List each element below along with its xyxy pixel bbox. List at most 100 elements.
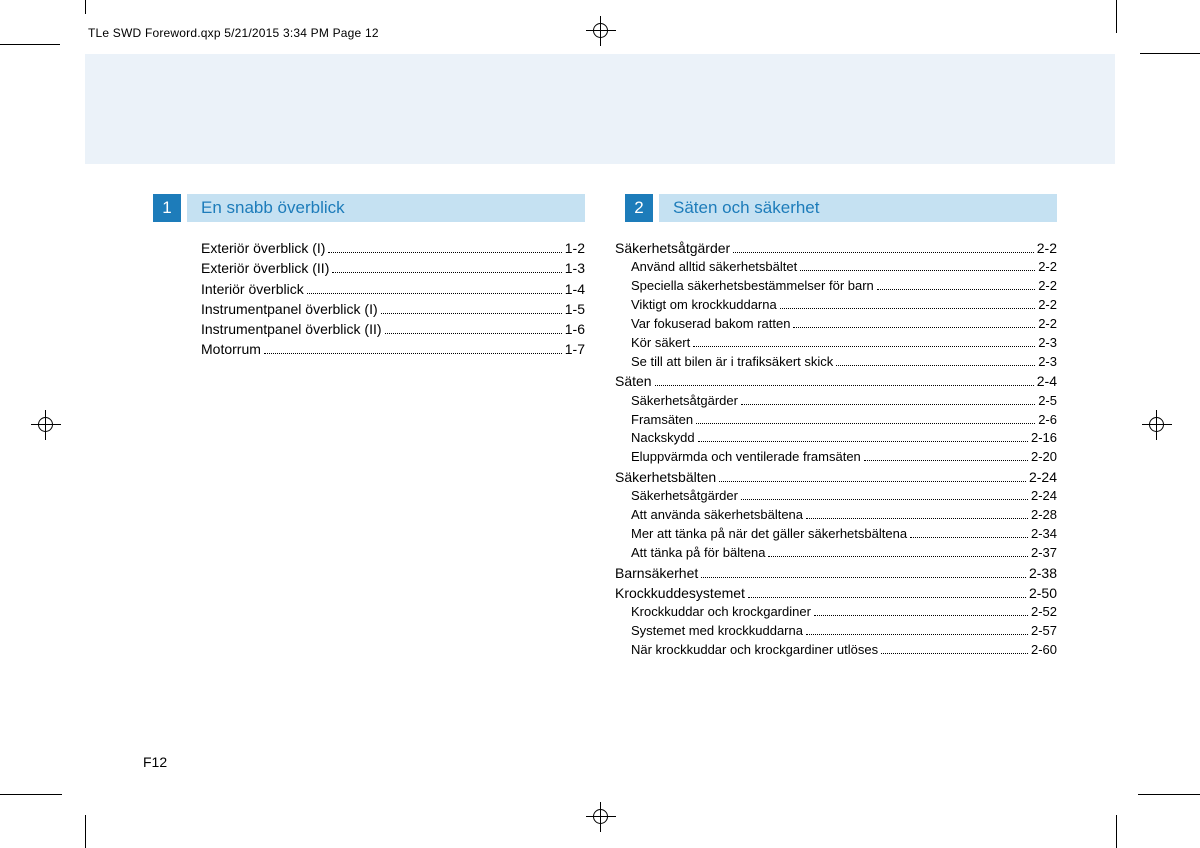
toc-entry-label: Motorrum — [201, 339, 261, 359]
toc-entry-label: Exteriör överblick (I) — [201, 238, 325, 258]
chapter-number-badge: 1 — [153, 194, 181, 222]
toc-entry: Interiör överblick 1-4 — [201, 279, 585, 299]
toc-entry: Instrumentpanel överblick (II) 1-6 — [201, 319, 585, 339]
toc-leader-dots — [836, 365, 1035, 366]
toc-entry: Var fokuserad bakom ratten 2-2 — [615, 315, 1057, 334]
toc-entry-label: Säkerhetsbälten — [615, 467, 716, 487]
toc-columns: 1 En snabb överblick Exteriör överblick … — [85, 164, 1115, 660]
toc-entry: Framsäten 2-6 — [615, 411, 1057, 430]
toc-entry-page: 2-38 — [1029, 563, 1057, 583]
toc-entry: Säkerhetsbälten 2-24 — [615, 467, 1057, 487]
toc-leader-dots — [780, 308, 1035, 309]
toc-entry: Motorrum 1-7 — [201, 339, 585, 359]
toc-entry-page: 1-2 — [565, 238, 585, 258]
registration-mark — [586, 802, 616, 832]
toc-leader-dots — [806, 634, 1028, 635]
toc-entry-page: 2-50 — [1029, 583, 1057, 603]
chapter-title: Säten och säkerhet — [659, 194, 1057, 222]
toc-entry-label: Var fokuserad bakom ratten — [631, 315, 790, 334]
toc-entry-page: 2-3 — [1038, 353, 1057, 372]
toc-entry-label: Kör säkert — [631, 334, 690, 353]
toc-leader-dots — [307, 293, 562, 294]
crop-mark — [1138, 794, 1200, 795]
toc-leader-dots — [877, 289, 1035, 290]
toc-entry: Mer att tänka på när det gäller säkerhet… — [615, 525, 1057, 544]
toc-leader-dots — [748, 597, 1026, 598]
toc-entry: Säkerhetsåtgärder 2-2 — [615, 238, 1057, 258]
toc-entry: Eluppvärmda och ventilerade framsäten 2-… — [615, 448, 1057, 467]
toc-leader-dots — [693, 346, 1035, 347]
crop-mark — [0, 794, 62, 795]
toc-entry: Krockkuddar och krockgardiner 2-52 — [615, 603, 1057, 622]
toc-entry: Instrumentpanel överblick (I) 1-5 — [201, 299, 585, 319]
toc-entry-label: Nackskydd — [631, 429, 695, 448]
crop-mark — [85, 815, 86, 848]
toc-entry-label: Krockkuddar och krockgardiner — [631, 603, 811, 622]
toc-leader-dots — [719, 481, 1026, 482]
content-area: 1 En snabb överblick Exteriör överblick … — [85, 164, 1115, 794]
toc-leader-dots — [864, 460, 1028, 461]
toc-entry-label: Framsäten — [631, 411, 693, 430]
toc-entry: Exteriör överblick (II) 1-3 — [201, 258, 585, 278]
toc-entry-page: 1-7 — [565, 339, 585, 359]
toc-entry-page: 1-4 — [565, 279, 585, 299]
toc-leader-dots — [655, 385, 1034, 386]
toc-entry-label: Barnsäkerhet — [615, 563, 698, 583]
toc-leader-dots — [328, 252, 561, 253]
toc-entry-page: 2-57 — [1031, 622, 1057, 641]
toc-entry-label: Att använda säkerhetsbältena — [631, 506, 803, 525]
toc-entry-label: Säkerhetsåtgärder — [631, 392, 738, 411]
toc-entry-label: Speciella säkerhetsbestämmelser för barn — [631, 277, 874, 296]
page-background: 1 En snabb överblick Exteriör överblick … — [85, 54, 1115, 794]
section-header-2: 2 Säten och säkerhet — [625, 194, 1057, 222]
toc-entry-label: Viktigt om krockkuddarna — [631, 296, 777, 315]
toc-leader-dots — [696, 423, 1035, 424]
toc-entry-label: Eluppvärmda och ventilerade framsäten — [631, 448, 861, 467]
toc-entry: Exteriör överblick (I) 1-2 — [201, 238, 585, 258]
toc-column-1: 1 En snabb överblick Exteriör överblick … — [143, 194, 585, 660]
toc-entry-label: Använd alltid säkerhetsbältet — [631, 258, 797, 277]
toc-entry-page: 2-37 — [1031, 544, 1057, 563]
toc-leader-dots — [264, 353, 562, 354]
crop-mark — [85, 0, 86, 14]
toc-entry-label: Säten — [615, 371, 652, 391]
toc-leader-dots — [381, 313, 562, 314]
toc-entry-label: När krockkuddar och krockgardiner utlöse… — [631, 641, 878, 660]
toc-leader-dots — [910, 537, 1028, 538]
toc-entry-label: Säkerhetsåtgärder — [615, 238, 730, 258]
page-number: F12 — [143, 754, 167, 770]
toc-entry-page: 1-5 — [565, 299, 585, 319]
toc-leader-dots — [800, 270, 1035, 271]
crop-mark — [1116, 0, 1117, 33]
toc-entry-label: Mer att tänka på när det gäller säkerhet… — [631, 525, 907, 544]
toc-entry-label: Att tänka på för bältena — [631, 544, 765, 563]
toc-entry-page: 2-52 — [1031, 603, 1057, 622]
toc-entry-page: 2-2 — [1038, 258, 1057, 277]
toc-column-2: 2 Säten och säkerhet Säkerhetsåtgärder 2… — [615, 194, 1057, 660]
crop-mark — [0, 44, 60, 45]
toc-entry-page: 2-28 — [1031, 506, 1057, 525]
toc-entry-label: Systemet med krockkuddarna — [631, 622, 803, 641]
toc-entry: Att använda säkerhetsbältena 2-28 — [615, 506, 1057, 525]
toc-entry-page: 2-60 — [1031, 641, 1057, 660]
toc-entry: Säten 2-4 — [615, 371, 1057, 391]
toc-entry-page: 2-2 — [1038, 277, 1057, 296]
toc-entry-label: Se till att bilen är i trafiksäkert skic… — [631, 353, 833, 372]
toc-entry: Nackskydd 2-16 — [615, 429, 1057, 448]
toc-leader-dots — [701, 577, 1026, 578]
toc-entry-page: 2-2 — [1038, 296, 1057, 315]
toc-entry-label: Instrumentpanel överblick (II) — [201, 319, 382, 339]
toc-leader-dots — [385, 333, 562, 334]
toc-leader-dots — [881, 653, 1028, 654]
toc-leader-dots — [768, 556, 1028, 557]
toc-entry-page: 2-24 — [1029, 467, 1057, 487]
toc-list-1: Exteriör överblick (I) 1-2Exteriör överb… — [143, 238, 585, 360]
toc-leader-dots — [741, 404, 1035, 405]
crop-mark — [1116, 815, 1117, 848]
toc-entry-page: 2-4 — [1037, 371, 1057, 391]
toc-leader-dots — [806, 518, 1028, 519]
toc-entry-label: Krockkuddesystemet — [615, 583, 745, 603]
registration-mark — [1142, 410, 1172, 440]
toc-entry-page: 2-34 — [1031, 525, 1057, 544]
print-meta-line: TLe SWD Foreword.qxp 5/21/2015 3:34 PM P… — [88, 26, 379, 40]
